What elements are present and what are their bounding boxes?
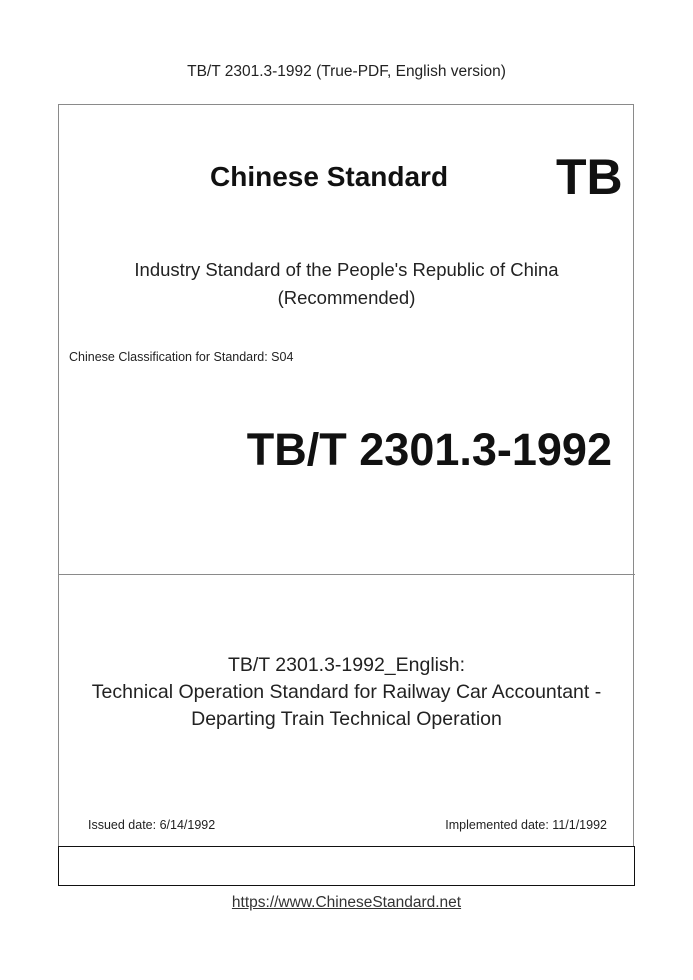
section-divider bbox=[58, 574, 635, 575]
brand-title: Chinese Standard bbox=[210, 161, 449, 192]
industry-line: Industry Standard of the People's Republ… bbox=[134, 259, 559, 280]
implemented-date: Implemented date: 11/1/1992 bbox=[445, 818, 607, 832]
classification: Chinese Classification for Standard: S04 bbox=[69, 350, 294, 364]
code-prefix: TB bbox=[556, 149, 623, 205]
page-header: TB/T 2301.3-1992 (True-PDF, English vers… bbox=[187, 63, 506, 80]
recommended-label: (Recommended) bbox=[277, 287, 416, 308]
footer-box bbox=[58, 846, 635, 886]
title-line: TB/T 2301.3-1992_English: bbox=[227, 654, 466, 676]
standard-code: TB/T 2301.3-1992 bbox=[246, 424, 612, 475]
issued-date: Issued date: 6/14/1992 bbox=[88, 818, 216, 832]
title-line: Departing Train Technical Operation bbox=[191, 708, 502, 730]
cover-frame bbox=[58, 104, 634, 846]
title-line: Technical Operation Standard for Railway… bbox=[91, 681, 602, 703]
website-link[interactable]: https://www.ChineseStandard.net bbox=[231, 894, 462, 911]
footer-url-wrap: https://www.ChineseStandard.net bbox=[0, 894, 693, 912]
